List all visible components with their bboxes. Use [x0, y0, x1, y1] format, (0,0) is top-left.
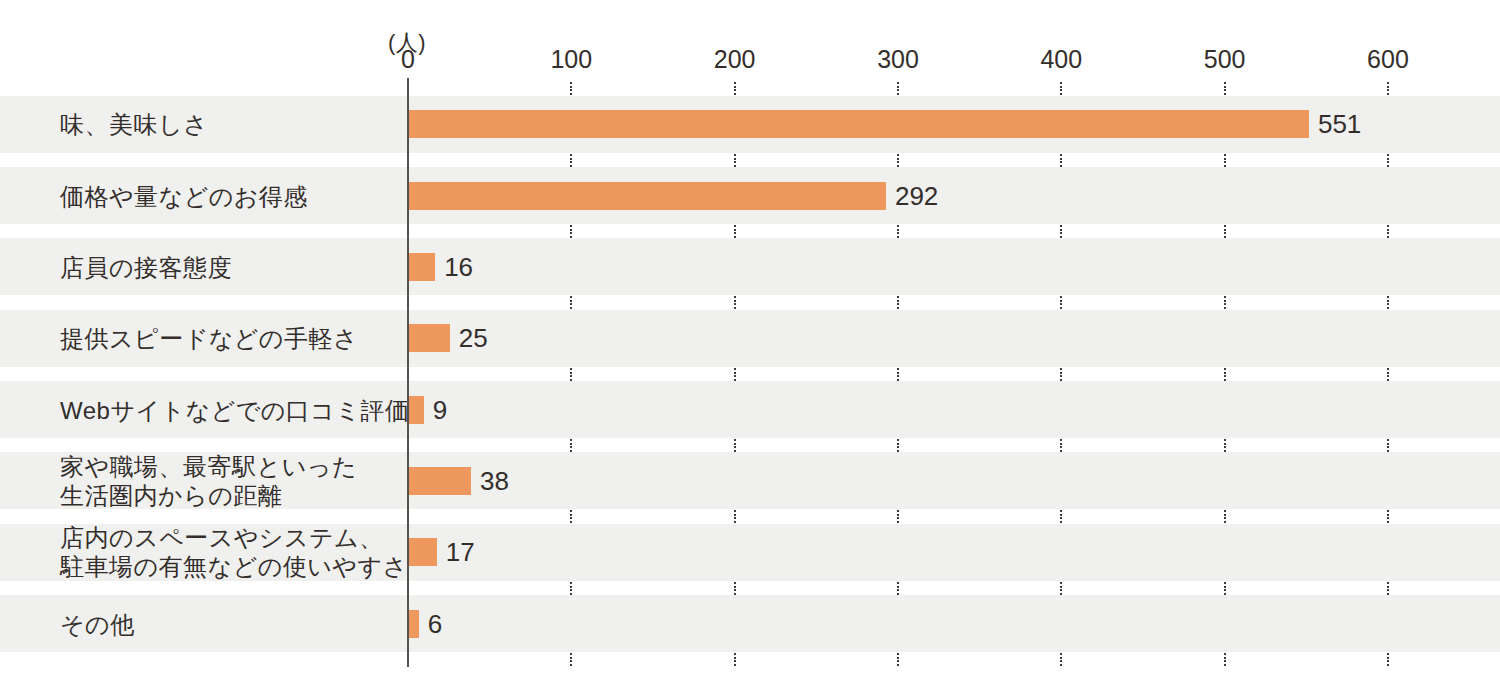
row-band-3: 店員の接客態度 16 [0, 238, 1500, 295]
tick-dot-column [570, 368, 572, 381]
tick-dot-column [734, 154, 736, 167]
tick-dot-column [1387, 582, 1389, 595]
bar [409, 538, 437, 566]
tick-dot-column [734, 510, 736, 523]
value-label: 25 [459, 323, 488, 354]
tick-dot-column [897, 582, 899, 595]
x-tick-label-300: 300 [877, 45, 919, 74]
row-band-2: 価格や量などのお得感 292 [0, 167, 1500, 224]
value-label: 551 [1318, 109, 1361, 140]
row-band-1: 味、美味しさ 551 [0, 96, 1500, 153]
row-band-4: 提供スピードなどの手軽さ 25 [0, 310, 1500, 367]
value-label: 17 [446, 537, 475, 568]
tick-dot-column [570, 582, 572, 595]
x-tick-label-200: 200 [714, 45, 756, 74]
bar [409, 182, 886, 210]
tick-dot-column [897, 296, 899, 309]
tick-dot-column [1060, 439, 1062, 452]
tick-dot-column [897, 368, 899, 381]
tick-dot-column [1224, 225, 1226, 238]
tick-dot-column [1060, 368, 1062, 381]
row-band-5: Webサイトなどでの口コミ評価 9 [0, 381, 1500, 438]
category-label: 店内のスペースやシステム、 駐車場の有無などの使いやすさ [60, 523, 408, 581]
value-label: 16 [444, 251, 473, 282]
tick-dot-column [897, 653, 899, 666]
tick-dot-column [734, 439, 736, 452]
tick-dot-column [897, 82, 899, 95]
bar [409, 396, 424, 424]
tick-dot-column [1387, 510, 1389, 523]
value-label: 38 [480, 465, 509, 496]
tick-dot-column [570, 82, 572, 95]
survey-bar-chart: (人) 0100200300400500600 味、美味しさ551価格や量などの… [0, 0, 1500, 699]
x-tick-label-400: 400 [1040, 45, 1082, 74]
tick-dot-column [570, 296, 572, 309]
tick-dot-column [1387, 82, 1389, 95]
value-label: 292 [895, 180, 938, 211]
tick-dot-column [734, 225, 736, 238]
row-band-7: 店内のスペースやシステム、 駐車場の有無などの使いやすさ 17 [0, 524, 1500, 581]
category-label: 店員の接客態度 [60, 252, 232, 281]
tick-dot-column [1387, 225, 1389, 238]
tick-dot-column [734, 653, 736, 666]
category-label: Webサイトなどでの口コミ評価 [60, 395, 409, 424]
tick-dot-column [734, 296, 736, 309]
y-axis-line [407, 78, 409, 667]
tick-dot-column [1060, 82, 1062, 95]
row-band-8: その他 6 [0, 595, 1500, 652]
category-label: 価格や量などのお得感 [60, 181, 308, 210]
category-label: 家や職場、最寄駅といった 生活圏内からの距離 [60, 452, 357, 510]
tick-dot-column [897, 439, 899, 452]
x-tick-label-0: 0 [401, 45, 415, 74]
category-label: 味、美味しさ [60, 110, 208, 139]
tick-dot-column [570, 510, 572, 523]
bar [409, 253, 435, 281]
tick-dot-column [1224, 653, 1226, 666]
value-label: 9 [433, 394, 447, 425]
bar [409, 467, 471, 495]
tick-dot-column [897, 225, 899, 238]
tick-dot-column [1060, 653, 1062, 666]
tick-dot-column [1060, 510, 1062, 523]
tick-dot-column [570, 154, 572, 167]
tick-dot-column [734, 582, 736, 595]
tick-dot-column [570, 225, 572, 238]
tick-dot-column [1387, 296, 1389, 309]
tick-dot-column [1387, 439, 1389, 452]
bar [409, 110, 1309, 138]
x-tick-label-500: 500 [1204, 45, 1246, 74]
tick-dot-column [1224, 82, 1226, 95]
tick-dot-column [1060, 582, 1062, 595]
tick-dot-column [734, 368, 736, 381]
tick-dot-column [1060, 225, 1062, 238]
tick-dot-column [1224, 368, 1226, 381]
tick-dot-column [1387, 368, 1389, 381]
tick-dot-column [570, 439, 572, 452]
tick-dot-column [1060, 296, 1062, 309]
category-label: その他 [60, 609, 135, 638]
tick-dot-column [1224, 439, 1226, 452]
tick-dot-column [1387, 653, 1389, 666]
bar [409, 610, 419, 638]
tick-dot-column [570, 653, 572, 666]
tick-dot-column [897, 154, 899, 167]
value-label: 6 [428, 608, 442, 639]
x-tick-label-100: 100 [550, 45, 592, 74]
tick-dot-column [1060, 154, 1062, 167]
tick-dot-column [734, 82, 736, 95]
bar [409, 324, 450, 352]
tick-dot-column [897, 510, 899, 523]
tick-dot-column [1224, 582, 1226, 595]
x-tick-label-600: 600 [1367, 45, 1409, 74]
tick-dot-column [1387, 154, 1389, 167]
category-label: 提供スピードなどの手軽さ [60, 324, 358, 353]
tick-dot-column [1224, 510, 1226, 523]
tick-dot-column [1224, 296, 1226, 309]
tick-dot-column [1224, 154, 1226, 167]
row-band-6: 家や職場、最寄駅といった 生活圏内からの距離 38 [0, 452, 1500, 509]
